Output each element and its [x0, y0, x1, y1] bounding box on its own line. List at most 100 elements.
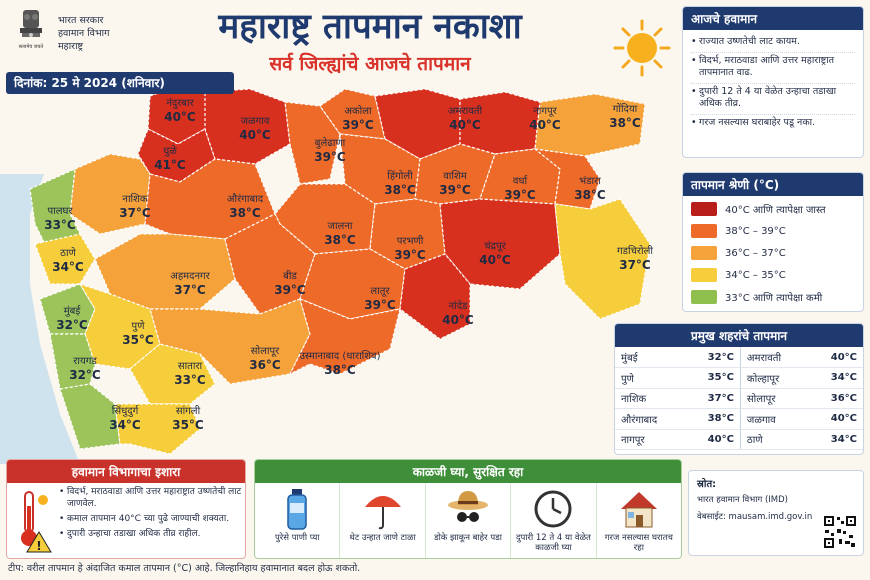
- safety-tips-panel: काळजी घ्या, सुरक्षित रहा पुरेसे पाणी प्य…: [254, 459, 682, 559]
- city-temperature: 35°C: [684, 367, 741, 389]
- district-region: [534, 93, 646, 157]
- umbrella-icon: [364, 496, 401, 530]
- city-name: ठाणे: [740, 429, 808, 450]
- city-row: औरंगाबाद 38°C जळगाव 40°C: [615, 408, 863, 430]
- district-region: [319, 88, 386, 140]
- district-temperature: 38°C: [229, 206, 261, 220]
- district-temperature: 38°C: [609, 116, 641, 130]
- legend-swatch: [691, 290, 717, 304]
- district-temperature: 38°C: [324, 363, 356, 377]
- district-temperature: 32°C: [69, 368, 101, 382]
- district-region: [554, 198, 651, 320]
- safety-tips-title: काळजी घ्या, सुरक्षित रहा: [255, 460, 681, 483]
- city-name: जळगाव: [740, 408, 808, 430]
- today-item: गरज नसल्यास घराबाहेर पडू नका.: [691, 115, 855, 133]
- maharashtra-map: नंदुरबार 40°C धुळे 41°C जळगाव 40°C बुलेढाणा 39°…: [0, 83, 680, 464]
- district-temperature: 39°C: [394, 248, 426, 262]
- district-temperature: 40°C: [529, 118, 561, 132]
- district-name: रायगड: [73, 356, 97, 367]
- today-item: राज्यात उष्णतेची लाट कायम.: [691, 34, 855, 53]
- city-temperature: 34°C: [807, 367, 863, 389]
- org-header: सत्यमेव जयते भारत सरकार हवामान विभाग महा…: [8, 6, 148, 64]
- district-name: उस्मानाबाद (धाराशिव): [299, 350, 380, 362]
- district-name: मुंबई: [64, 305, 82, 317]
- city-name: कोल्हापूर: [740, 367, 808, 389]
- district-temperature: 34°C: [109, 418, 141, 432]
- city-name: नाशिक: [615, 388, 685, 409]
- warning-item: विदर्भ, मराठवाडा आणि उत्तर महाराष्ट्रात …: [59, 486, 243, 510]
- district-name: धुळे: [163, 145, 177, 157]
- district-name: वर्धा: [513, 175, 528, 187]
- district-name: नांदेड: [449, 300, 468, 312]
- district-name: अमरावती: [448, 105, 483, 117]
- district-name: गडचिरोली: [617, 245, 653, 257]
- city-temperature: 32°C: [684, 347, 741, 368]
- district-name: सांगली: [176, 405, 201, 417]
- clock-icon: [534, 490, 572, 528]
- district-region: [532, 148, 601, 210]
- district-temperature: 36°C: [249, 358, 281, 372]
- legend-label: 40°C आणि त्यापेक्षा जास्त: [725, 205, 826, 216]
- today-item: दुपारी 12 ते 4 या वेळेत उन्हाचा तडाखा अध…: [691, 84, 855, 115]
- city-row: नाशिक 37°C सोलापूर 36°C: [615, 388, 863, 409]
- today-weather-panel: आजचे हवामान राज्यात उष्णतेची लाट कायम. व…: [682, 6, 864, 158]
- warning-title: हवामान विभागाचा इशारा: [7, 460, 245, 483]
- district-name: लातूर: [370, 286, 390, 297]
- tip-label: गरज नसल्यास घरातच रहा: [604, 533, 673, 553]
- district-temperature: 39°C: [314, 150, 346, 164]
- legend-swatch: [691, 268, 717, 282]
- district-name: बीड: [283, 270, 297, 282]
- district-region: [78, 282, 161, 370]
- district-name: सातारा: [178, 361, 203, 372]
- today-item: विदर्भ, मराठवाडा आणि उत्तर महाराष्ट्रात …: [691, 53, 855, 84]
- district-temperature: 37°C: [174, 283, 206, 297]
- tip-stay-home: गरज नसल्यास घरातच रहा: [597, 483, 681, 558]
- district-map-svg: नंदुरबार40°Cधुळे41°Cजळगाव40°Cबुलेढाणा39°…: [0, 83, 653, 464]
- district-name: नागपूर: [533, 106, 557, 117]
- city-temperature: 40°C: [807, 347, 863, 368]
- org-line-1: भारत सरकार: [58, 15, 104, 26]
- district-temperature: 39°C: [364, 298, 396, 312]
- source-website[interactable]: वेबसाईट: mausam.imd.gov.in: [697, 512, 813, 522]
- district-name: जळगाव: [241, 116, 270, 127]
- footer-note: टीप: वरील तापमान हे अंदाजित कमाल तापमान …: [8, 563, 361, 574]
- city-temperature: 34°C: [807, 429, 863, 450]
- tip-time-care: दुपारी 12 ते 4 या वेळेत काळजी घ्या: [511, 483, 597, 558]
- district-temperature: 40°C: [164, 110, 196, 124]
- district-region: [114, 403, 201, 455]
- district-temperature: 39°C: [439, 183, 471, 197]
- org-line-2: हवामान विभाग: [58, 28, 110, 39]
- district-name: परभणी: [397, 235, 424, 247]
- city-row: मुंबई 32°C अमरावती 40°C: [615, 347, 863, 368]
- city-temperature: 38°C: [684, 408, 741, 430]
- district-name: नंदुरबार: [166, 97, 194, 109]
- legend-label: 33°C आणि त्यापेक्षा कमी: [725, 293, 823, 304]
- warning-item: दुपारी उन्हाचा तडाखा अधिक तीव्र राहील.: [59, 528, 243, 540]
- legend-label: 34°C – 35°C: [725, 269, 786, 281]
- district-name: गोंदिया: [613, 103, 638, 115]
- tip-cover-head: डोके झाकून बाहेर पडा: [426, 483, 512, 558]
- district-name: अहमदनगर: [170, 271, 210, 282]
- district-name: ठाणे: [60, 247, 76, 259]
- city-name: नागपूर: [615, 429, 685, 450]
- date-badge: दिनांक: 25 मे 2024 (शनिवार): [6, 72, 234, 94]
- district-name: बुलेढाणा: [315, 137, 346, 149]
- thermometer-warning-icon: !: [21, 491, 52, 553]
- legend-item: 38°C – 39°C: [683, 218, 863, 240]
- legend-item: 40°C आणि त्यापेक्षा जास्त: [683, 196, 863, 218]
- district-region: [49, 333, 96, 390]
- city-name: सोलापूर: [740, 388, 808, 409]
- district-region: [149, 298, 311, 385]
- city-row: पुणे 35°C कोल्हापूर 34°C: [615, 367, 863, 389]
- water-bottle-icon: [287, 489, 307, 530]
- legend-label: 38°C – 39°C: [725, 225, 786, 237]
- qr-code-icon[interactable]: [823, 515, 857, 549]
- district-name: जालना: [328, 221, 353, 232]
- district-temperature: 35°C: [172, 418, 204, 432]
- major-cities-title: प्रमुख शहरांचे तापमान: [615, 324, 863, 347]
- district-name: औरंगाबाद: [227, 193, 264, 205]
- warning-item: कमाल तापमान 40°C च्या पुढे जाण्याची शक्य…: [59, 513, 243, 525]
- district-temperature: 37°C: [119, 206, 151, 220]
- cities-table: मुंबई 32°C अमरावती 40°C पुणे 35°C कोल्हापूर 34°…: [615, 347, 863, 450]
- hat-icon: [448, 491, 489, 522]
